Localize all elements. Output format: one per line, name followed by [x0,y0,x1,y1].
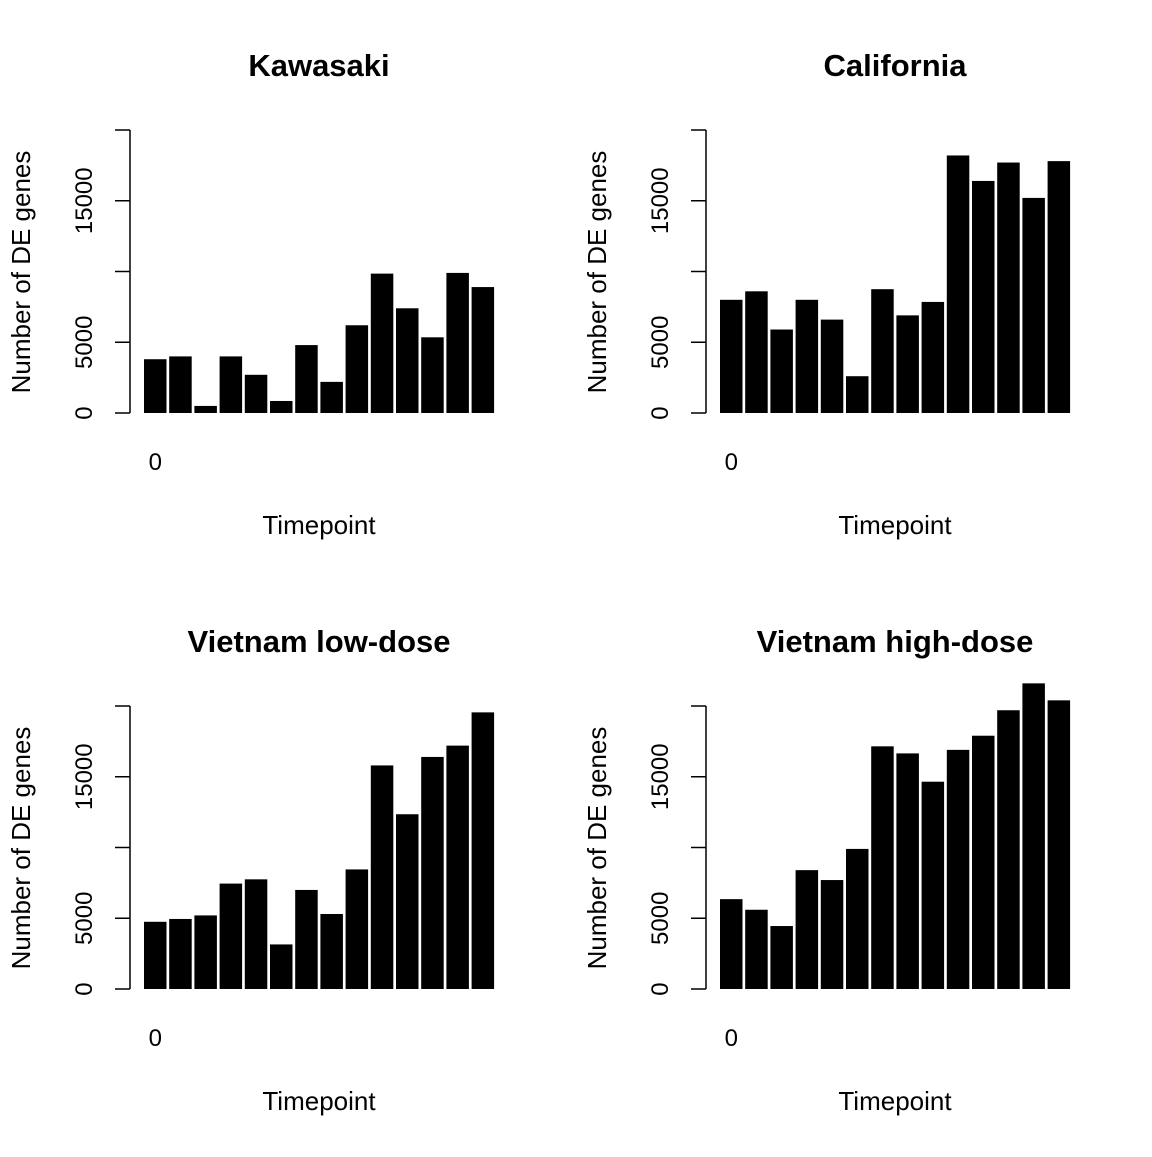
bar [1022,197,1045,413]
y-tick-label: 15000 [71,743,98,810]
y-tick-label: 0 [647,982,674,995]
x-tick-label: 0 [725,449,738,476]
bar [820,319,844,413]
y-tick-label: 5000 [647,892,674,945]
x-axis-label: Timepoint [262,510,376,540]
y-tick-label: 15000 [71,167,98,234]
bar [770,329,793,413]
y-axis-label: Number of DE genes [582,151,612,394]
bar [396,814,419,989]
bar [946,749,970,989]
bar [745,909,768,989]
bar [446,272,469,413]
y-axis-label: Number of DE genes [6,727,36,970]
y-axis-label: Number of DE genes [6,151,36,394]
bar [270,400,293,413]
bar [720,899,743,989]
chart-panel-2: Vietnam low-dose 0 5000 15000 0 Timepoint Numb… [6,624,495,1116]
bar [320,914,343,989]
bar [446,745,469,989]
bar [997,162,1020,413]
bar [244,374,268,413]
chart-panel-0: Kawasaki 0 5000 15000 0 Timepoint Number of DE… [6,48,495,540]
bar [421,756,444,989]
bar [144,359,167,413]
y-tick-label: 15000 [647,167,674,234]
bar [871,289,894,413]
bar [320,381,343,413]
y-tick-label: 15000 [647,743,674,810]
bar [396,308,419,413]
y-tick-label: 5000 [71,892,98,945]
bar [921,301,945,413]
bar [745,291,768,413]
bar [997,710,1020,989]
x-axis-label: Timepoint [838,510,952,540]
bar [820,880,844,989]
bar [795,870,819,989]
bar [1047,161,1071,413]
bar [1022,683,1045,989]
x-axis-label: Timepoint [838,1086,952,1116]
bar [471,287,495,413]
bar [345,869,369,989]
y-tick-label: 0 [647,406,674,419]
bar [345,325,369,413]
y-tick-label: 5000 [71,316,98,369]
bar [144,921,167,989]
chart-panel-1: California 0 5000 15000 0 Timepoint Number of … [582,48,1071,540]
bar [471,712,495,989]
y-axis-label: Number of DE genes [582,727,612,970]
bar [720,299,743,413]
bar [972,180,995,413]
bar [896,315,919,413]
bar [846,848,869,989]
bar [270,944,293,989]
bar [169,356,192,413]
y-tick-label: 5000 [647,316,674,369]
x-axis-label: Timepoint [262,1086,376,1116]
chart-title: Vietnam high-dose [757,624,1034,659]
bar [770,926,793,989]
x-tick-label: 0 [725,1025,738,1052]
chart-title: Vietnam low-dose [188,624,451,659]
bar [896,753,919,989]
bar [194,405,217,413]
bar [921,781,945,989]
bar [194,915,217,989]
x-tick-label: 0 [149,449,162,476]
bar [295,889,318,989]
bar [370,765,394,989]
chart-panel-3: Vietnam high-dose 0 5000 15000 0 Timepoint Num… [582,624,1071,1116]
bar [846,376,869,413]
bar [946,155,970,413]
bar [795,299,819,413]
bar [871,746,894,989]
bar [1047,700,1071,989]
chart-title: Kawasaki [248,48,389,83]
y-tick-label: 0 [71,406,98,419]
bar [219,883,243,989]
bar [169,918,192,989]
bar [295,345,318,413]
bar [421,337,444,413]
bar [244,879,268,989]
bar [972,735,995,989]
x-tick-label: 0 [149,1025,162,1052]
bar [370,273,394,413]
chart-title: California [824,48,968,83]
y-tick-label: 0 [71,982,98,995]
bar [219,356,243,413]
